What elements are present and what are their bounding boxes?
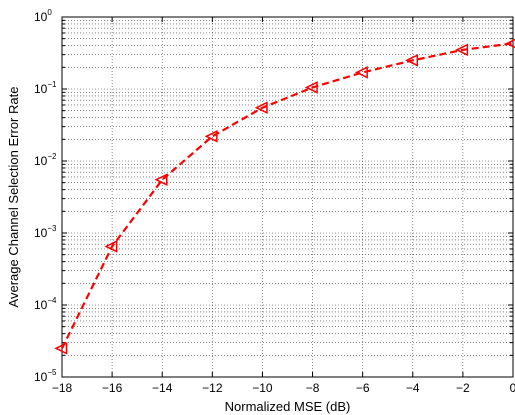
x-tick-label: −10 bbox=[252, 381, 273, 395]
x-tick-label: −18 bbox=[52, 381, 73, 395]
data-point bbox=[204, 130, 218, 143]
y-tick-label: 10−2 bbox=[34, 152, 57, 168]
y-axis-label: Average Channel Selection Error Rate bbox=[6, 87, 21, 308]
data-point bbox=[354, 66, 368, 79]
series-layer bbox=[54, 38, 515, 355]
data-point bbox=[54, 342, 68, 355]
y-tick-labels: 10−5 10−4 10−3 10−2 10−1 100 bbox=[34, 8, 57, 384]
y-tick-label: 10−1 bbox=[34, 80, 57, 96]
data-point bbox=[505, 38, 515, 49]
x-tick-label: −16 bbox=[102, 381, 123, 395]
y-tick-label: 10−5 bbox=[34, 368, 57, 384]
axis-ticks bbox=[61, 16, 514, 378]
x-tick-label: −4 bbox=[406, 381, 420, 395]
series-line bbox=[61, 42, 514, 349]
grid bbox=[62, 17, 513, 377]
data-point bbox=[455, 43, 469, 57]
data-point bbox=[254, 101, 268, 114]
x-tick-labels: −18 −16 −14 −12 −10 −8 −6 −4 −2 0 bbox=[52, 381, 515, 395]
x-tick-label: −8 bbox=[306, 381, 320, 395]
y-tick-label: 100 bbox=[34, 8, 52, 24]
y-tick-label: 10−3 bbox=[34, 224, 57, 240]
x-tick-label: −14 bbox=[152, 381, 173, 395]
y-tick-label: 10−4 bbox=[34, 296, 57, 312]
x-tick-label: −12 bbox=[202, 381, 223, 395]
data-point bbox=[104, 240, 118, 253]
data-point bbox=[304, 81, 318, 94]
plot-frame bbox=[61, 16, 514, 378]
x-axis-label: Normalized MSE (dB) bbox=[225, 399, 351, 414]
data-point bbox=[154, 173, 168, 186]
x-tick-label: −2 bbox=[456, 381, 470, 395]
x-tick-label: −6 bbox=[356, 381, 370, 395]
data-point bbox=[405, 54, 419, 67]
x-tick-label: 0 bbox=[510, 381, 515, 395]
